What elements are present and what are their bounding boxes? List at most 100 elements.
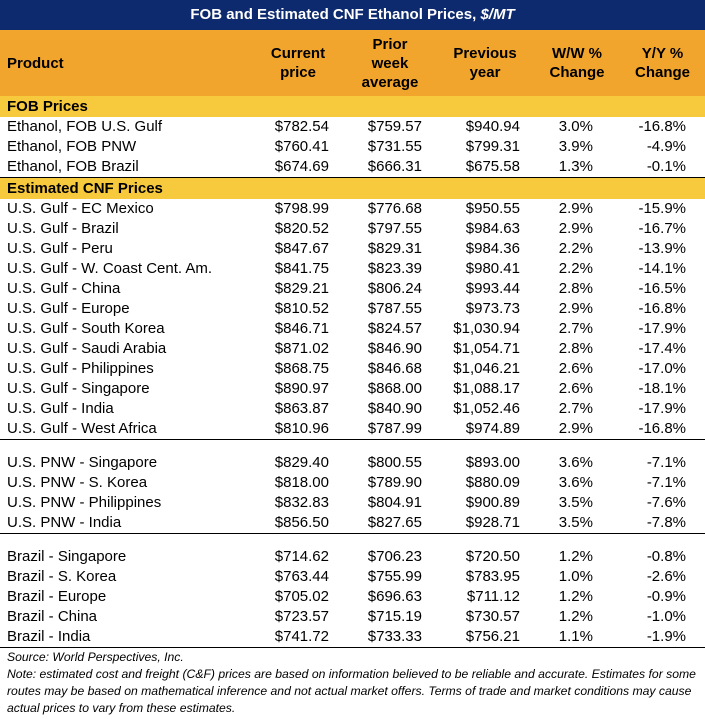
value-cell: $974.89 (436, 419, 534, 440)
value-cell: 2.7% (558, 320, 593, 337)
value-cell: -7.8% (620, 513, 705, 534)
value-cell: $760.41 (274, 138, 329, 155)
value-cell: $940.94 (465, 118, 520, 135)
value-cell: 3.9% (558, 138, 593, 155)
product-cell: U.S. Gulf - Philippines (7, 360, 154, 377)
value-cell: $893.00 (465, 454, 520, 471)
table-row: U.S. Gulf - Brazil $820.52 $797.55 $984.63 2… (0, 219, 705, 239)
value-cell: 2.6% (558, 360, 593, 377)
value-cell: $782.54 (274, 118, 329, 135)
value-cell: -15.9% (638, 200, 686, 217)
product-cell: U.S. Gulf - Saudi Arabia (7, 340, 167, 357)
product-cell: Ethanol, FOB Brazil (0, 157, 252, 178)
value-cell: $1,030.94 (453, 320, 520, 337)
value-cell: $810.96 (252, 419, 344, 440)
table-title: FOB and Estimated CNF Ethanol Prices, $/… (0, 0, 705, 30)
product-cell: U.S. PNW - India (0, 513, 252, 534)
value-cell: $1,046.21 (453, 360, 520, 377)
value-cell: -17.9% (638, 320, 686, 337)
value-cell: 2.9% (558, 220, 593, 237)
section-row: Estimated CNF Prices (0, 177, 705, 199)
value-cell: $806.24 (367, 280, 422, 297)
value-cell: $696.63 (367, 588, 422, 605)
value-cell: -16.8% (638, 300, 686, 317)
value-cell: 1.2% (558, 608, 593, 625)
value-cell: -1.0% (646, 608, 686, 625)
value-cell: $715.19 (367, 608, 422, 625)
value-cell: $666.31 (344, 157, 436, 178)
value-cell: $797.55 (367, 220, 422, 237)
table-row: U.S. Gulf - India $863.87 $840.90 $1,052.46… (0, 399, 705, 419)
table-row: U.S. PNW - Singapore $829.40 $800.55 $893.0… (0, 453, 705, 473)
value-cell: 2.8% (558, 340, 593, 357)
value-cell: 2.2% (558, 260, 593, 277)
product-cell: U.S. Gulf - Brazil (7, 220, 119, 237)
value-cell: $820.52 (274, 220, 329, 237)
value-cell: -4.9% (646, 138, 686, 155)
table-row: U.S. Gulf - EC Mexico $798.99 $776.68 $950.… (0, 199, 705, 219)
prices-table: Product Current price Prior week average… (0, 30, 705, 648)
table-row: U.S. Gulf - Europe $810.52 $787.55 $973.73 2… (0, 299, 705, 319)
group-spacer (0, 440, 705, 454)
value-cell: 1.0% (558, 568, 593, 585)
value-cell: 2.9% (558, 200, 593, 217)
value-cell: $731.55 (367, 138, 422, 155)
title-unit: $/MT (480, 6, 515, 23)
header-product: Product (0, 30, 252, 96)
header-prior-week-average: Prior week average (344, 30, 436, 96)
value-cell: $711.12 (466, 588, 520, 605)
value-cell: 1.1% (534, 627, 620, 648)
value-cell: 1.2% (558, 588, 593, 605)
value-cell: -7.1% (646, 474, 686, 491)
value-cell: $847.67 (274, 240, 329, 257)
table-row: U.S. Gulf - Saudi Arabia $871.02 $846.90 $1… (0, 339, 705, 359)
value-cell: $776.68 (367, 200, 422, 217)
value-cell: $984.63 (465, 220, 520, 237)
product-cell: Brazil - India (0, 627, 252, 648)
product-cell: U.S. Gulf - South Korea (7, 320, 165, 337)
product-cell: Brazil - Singapore (7, 548, 127, 565)
value-cell: $720.50 (465, 548, 520, 565)
value-cell: $928.71 (436, 513, 534, 534)
table-row: U.S. PNW - India $856.50 $827.65 $928.71 3.5… (0, 513, 705, 534)
value-cell: $841.75 (274, 260, 329, 277)
value-cell: $714.62 (274, 548, 329, 565)
value-cell: 3.0% (558, 118, 593, 135)
header-row: Product Current price Prior week average… (0, 30, 705, 96)
product-cell: U.S. Gulf - China (7, 280, 121, 297)
table-row: Brazil - Europe $705.02 $696.63 $711.12 1.2%… (0, 587, 705, 607)
value-cell: $787.55 (367, 300, 422, 317)
product-cell: Brazil - China (7, 608, 98, 625)
value-cell: $733.33 (344, 627, 436, 648)
value-cell: 3.5% (558, 494, 593, 511)
group-spacer (0, 534, 705, 548)
value-cell: 1.3% (534, 157, 620, 178)
product-cell: U.S. Gulf - W. Coast Cent. Am. (7, 260, 213, 277)
value-cell: -0.8% (646, 548, 686, 565)
table-row: Ethanol, FOB Brazil $674.69 $666.31 $675.58… (0, 157, 705, 178)
value-cell: -16.8% (620, 419, 705, 440)
value-cell: $973.73 (465, 300, 520, 317)
table-row: U.S. Gulf - Singapore $890.97 $868.00 $1,08… (0, 379, 705, 399)
value-cell: 2.9% (534, 419, 620, 440)
value-cell: $798.99 (274, 200, 329, 217)
source-note: Source: World Perspectives, Inc. (7, 650, 184, 664)
value-cell: $880.09 (465, 474, 520, 491)
value-cell: $706.23 (367, 548, 422, 565)
value-cell: $993.44 (465, 280, 520, 297)
value-cell: $900.89 (465, 494, 520, 511)
value-cell: $759.57 (367, 118, 422, 135)
value-cell: $827.65 (344, 513, 436, 534)
value-cell: $675.58 (436, 157, 534, 178)
value-cell: $846.68 (367, 360, 422, 377)
product-cell: Brazil - Europe (7, 588, 107, 605)
product-cell: U.S. Gulf - India (7, 400, 114, 417)
value-cell: $783.95 (465, 568, 520, 585)
value-cell: $840.90 (367, 400, 422, 417)
value-cell: $868.75 (274, 360, 329, 377)
value-cell: $818.00 (274, 474, 329, 491)
value-cell: $984.36 (465, 240, 520, 257)
value-cell: $810.52 (274, 300, 329, 317)
value-cell: $846.90 (367, 340, 422, 357)
value-cell: $824.57 (367, 320, 422, 337)
